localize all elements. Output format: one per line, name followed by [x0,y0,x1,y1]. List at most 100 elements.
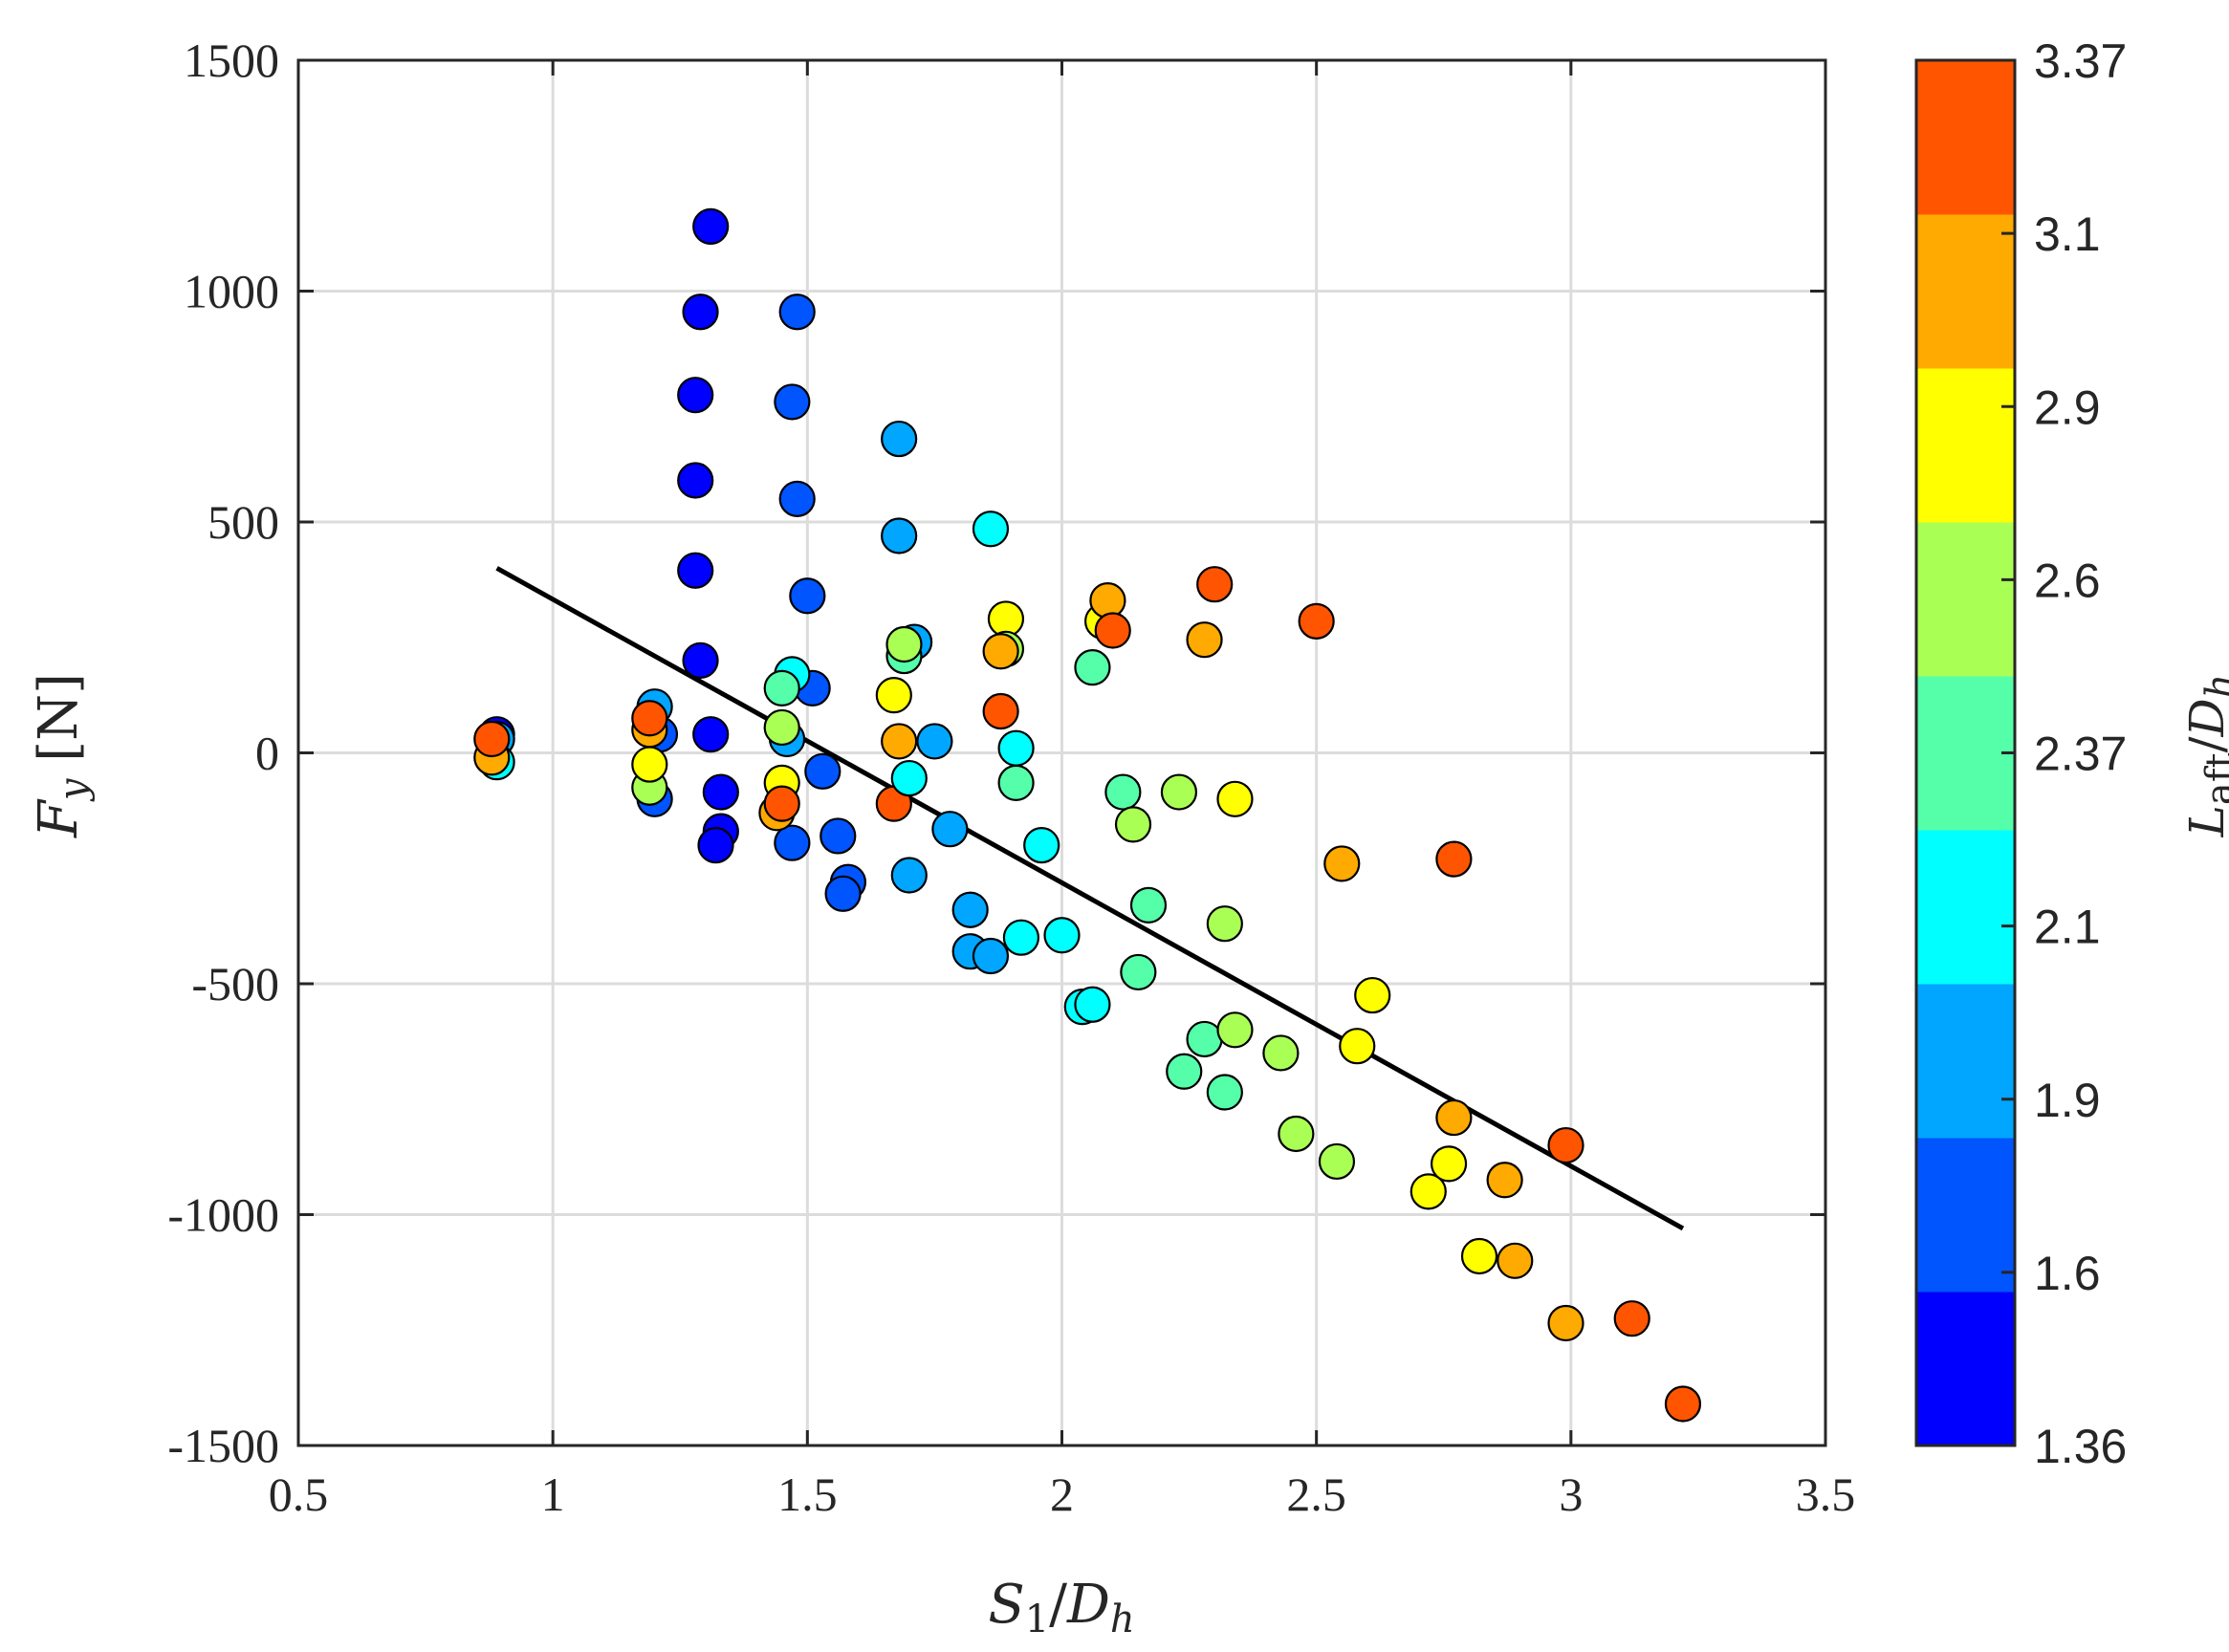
data-point [1094,612,1131,649]
colorbar-tick-label: 1.6 [2034,1247,2101,1300]
data-point [982,692,1019,730]
data-point [1486,1162,1523,1199]
data-point [1196,566,1234,603]
data-point [1120,953,1157,991]
data-point [692,716,730,753]
colorbar-tick-label: 2.37 [2034,728,2127,781]
data-point [473,720,511,758]
data-point [1298,602,1335,640]
colorbar-segment [1916,1292,2015,1446]
x-tick-label: 2.5 [1286,1467,1346,1521]
colorbar-tick-label: 2.1 [2034,901,2101,954]
data-point [774,824,811,861]
y-tick-label: -1500 [167,1419,279,1472]
grid-lines [298,60,1825,1446]
data-point [1166,1053,1203,1090]
data-point [875,677,912,714]
colorbar-segment [1916,60,2015,215]
data-point [1160,773,1198,811]
data-point [1023,826,1060,864]
data-point [1262,1034,1300,1072]
colorbar-segment [1916,830,2015,985]
data-point [1354,976,1391,1014]
colorbar-title: Laft/Dh [2179,674,2229,838]
data-point [778,293,816,331]
data-point [931,811,969,848]
data-point [1089,582,1126,620]
data-point [763,669,800,706]
data-point [631,700,668,737]
colorbar-segment [1916,1138,2015,1293]
data-point [1435,1098,1473,1137]
data-point [1206,905,1243,943]
x-tick-label: 3 [1559,1467,1583,1521]
y-tick-label: 1500 [184,33,279,87]
data-point [763,708,800,747]
y-tick-label: 1000 [184,265,279,318]
data-point [997,764,1035,801]
data-point [1323,845,1361,882]
colorbar-segment [1916,676,2015,831]
data-point [677,377,714,414]
data-point [819,817,857,855]
colorbar-tick-label: 2.9 [2034,380,2101,434]
colorbar-segment [1916,214,2015,369]
data-point [1339,1028,1376,1065]
colorbar-tick-labels: 1.36 1.6 1.9 2.1 2.37 2.6 2.9 3.1 3.37 [2034,34,2127,1473]
data-point [972,937,1010,975]
y-tick-label: -1000 [167,1188,279,1242]
data-point [1435,840,1473,878]
data-point [1216,780,1254,817]
y-tick-label: 0 [255,727,279,780]
data-point [1216,1011,1254,1049]
data-point [677,462,714,499]
data-point [1206,1074,1243,1111]
data-point [881,723,918,760]
y-tick-label: 500 [208,495,279,549]
data-point [890,759,928,797]
data-point [1430,1145,1468,1183]
colorbar-tick-label: 3.1 [2034,207,2101,261]
data-point [890,857,928,894]
data-point [677,552,714,589]
data-point [1074,649,1111,686]
colorbar-tick-label: 1.9 [2034,1074,2101,1127]
data-point [1129,886,1168,924]
data-point [1664,1385,1702,1423]
data-point [881,517,918,554]
colorbar-segment [1916,984,2015,1139]
y-tick-labels: -1500 -1000 -500 0 500 1000 1500 [167,33,279,1472]
data-point [951,891,989,928]
data-point [702,773,739,811]
data-point [824,875,862,912]
x-tick-label: 3.5 [1796,1467,1856,1521]
x-tick-label: 2 [1050,1467,1074,1521]
data-point [682,293,719,331]
regression-line [495,566,1685,1231]
data-point [789,577,826,615]
data-point [763,785,800,822]
data-point [1460,1237,1498,1275]
axis-ticks [296,58,1827,1447]
data-point [916,723,953,760]
colorbar [1914,58,2017,1447]
colorbar-tick-label: 2.6 [2034,554,2101,607]
data-point [1043,917,1081,954]
data-point [1410,1173,1447,1210]
x-tick-labels: 0.5 1 1.5 2 2.5 3 3.5 [269,1467,1856,1521]
colorbar-tick-label: 1.36 [2034,1420,2127,1473]
data-point [1547,1126,1584,1164]
data-point [1074,986,1111,1023]
data-point [1278,1115,1315,1153]
data-point [982,633,1019,670]
data-point [1186,621,1223,659]
data-points [473,207,1702,1423]
y-axis-title: Fy [N] [28,673,96,838]
data-point [774,383,811,421]
x-tick-label: 1 [541,1467,565,1521]
x-tick-label: 1.5 [777,1467,838,1521]
data-point [1114,806,1152,843]
data-point [972,511,1010,548]
data-point [804,752,841,790]
